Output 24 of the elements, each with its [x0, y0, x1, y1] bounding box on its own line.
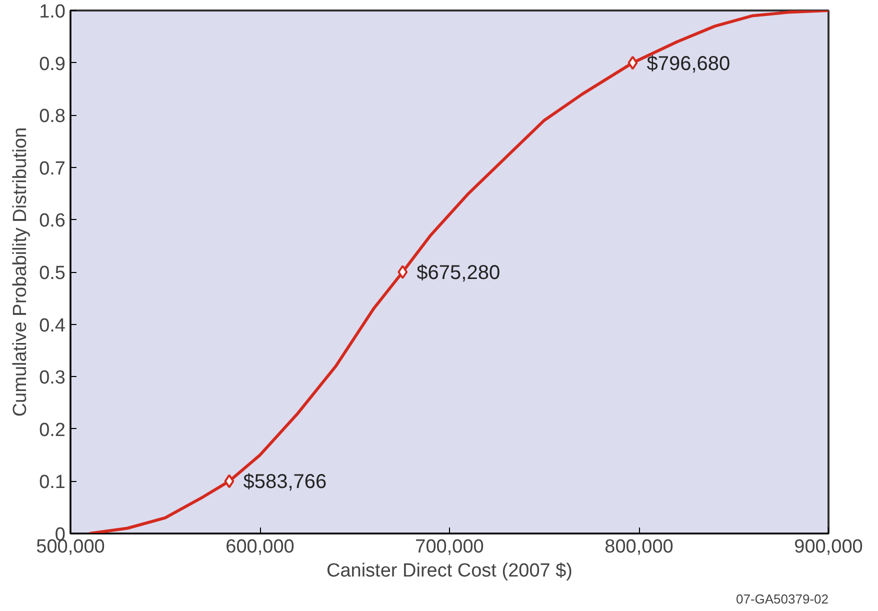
y-tick-label: 0.2 [39, 420, 66, 441]
y-tick-label: 0.3 [39, 368, 66, 389]
y-tick-label: 0.7 [39, 158, 66, 180]
x-tick-label: 800,000 [604, 536, 674, 558]
annotation: $583,766 [243, 471, 327, 494]
line-series [88, 10, 828, 534]
x-tick-label: 900,000 [794, 536, 863, 558]
y-tick-label: 0.4 [39, 315, 66, 336]
annotation: $796,680 [646, 52, 730, 75]
y-tick-label: 0.1 [39, 472, 66, 494]
annotation: $675,280 [416, 262, 500, 284]
y-tick-label: 0.5 [39, 263, 66, 284]
point [398, 265, 408, 279]
y-tick-label: 0.8 [39, 106, 66, 128]
x-tick-label: 700,000 [415, 536, 484, 558]
x-axis-title: Canister Direct Cost (2007 $) [326, 560, 573, 582]
text: 07-GA50379-02 [736, 592, 829, 606]
y-tick-label: 0.6 [39, 210, 66, 232]
y-axis-title: Cumulative Probability Distribution [10, 127, 32, 417]
point [628, 56, 638, 70]
y-tick-label: 0.9 [39, 54, 66, 75]
x-tick-label: 600,000 [226, 536, 294, 558]
point [224, 474, 234, 488]
y-tick-label: 1.0 [39, 2, 66, 22]
